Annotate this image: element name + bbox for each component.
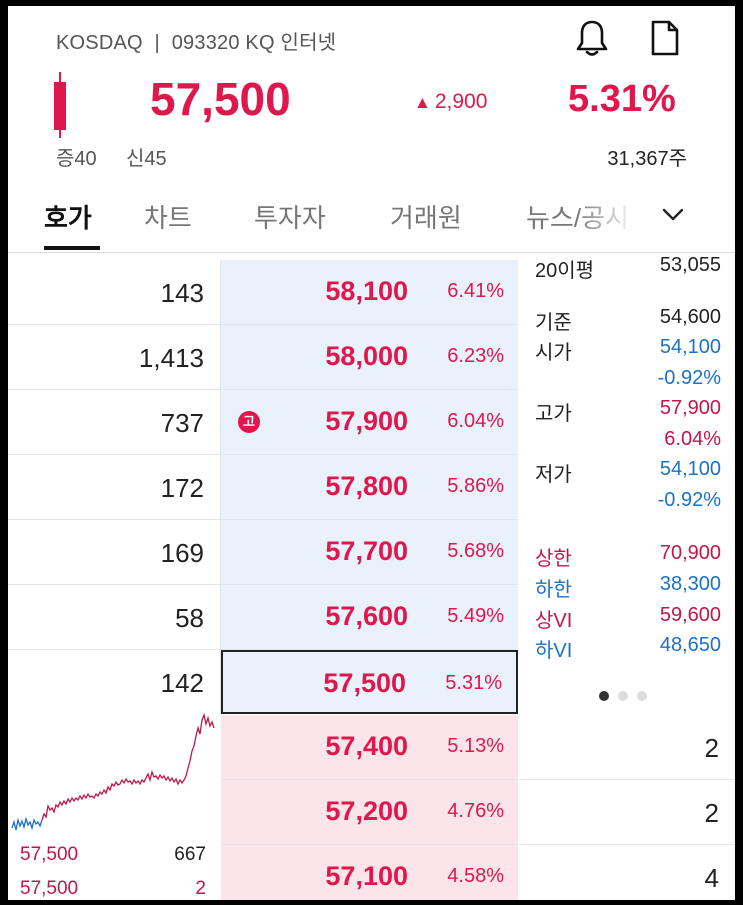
ask-quantity: 142 <box>160 668 204 698</box>
stock-name: 인터넷 <box>280 32 337 54</box>
ask-row[interactable]: 737 고 57,900 6.04% <box>8 390 735 455</box>
margin-rate: 증40 <box>56 148 97 170</box>
open-value: 54,100 <box>659 336 721 358</box>
ask-quantity: 1,413 <box>138 343 204 373</box>
ask-rate: 5.86% <box>447 475 504 497</box>
bid-row[interactable]: 57,400 5.13% 2 <box>8 715 735 780</box>
ask-quantity: 58 <box>175 603 204 633</box>
bid-rate: 4.76% <box>447 800 504 822</box>
bid-quantity: 4 <box>704 863 719 893</box>
ask-price: 57,700 <box>325 536 408 566</box>
change-rate: 5.31% <box>568 78 676 120</box>
bid-price: 57,200 <box>325 796 408 826</box>
stock-code: 093320 KQ <box>171 32 275 54</box>
bid-rate: 5.13% <box>447 735 504 757</box>
high-price-badge-icon: 고 <box>238 411 260 433</box>
ask-price: 58,000 <box>325 341 408 371</box>
lower-vi-value: 48,650 <box>659 634 721 656</box>
trade-volume: 31,367주 <box>607 148 687 170</box>
page-dot[interactable] <box>637 691 647 701</box>
tab-broker[interactable]: 거래원 <box>390 203 462 233</box>
ask-row[interactable]: 143 58,100 6.41% <box>8 260 735 325</box>
ask-rate: 5.68% <box>447 540 504 562</box>
price-info-panel[interactable]: 20이평 53,055 기준 54,600 시가 54,100 -0.92% 고… <box>519 254 735 710</box>
lower-limit-value: 38,300 <box>659 573 721 595</box>
ask-row[interactable]: 1,413 58,000 6.23% <box>8 325 735 390</box>
page-dot[interactable] <box>618 691 628 701</box>
ask-quantity: 737 <box>160 408 204 438</box>
ask-rate: 6.23% <box>447 345 504 367</box>
high-value: 57,900 <box>659 397 721 419</box>
ask-row[interactable]: 58 57,600 5.49% <box>8 585 735 650</box>
open-rate: -0.92% <box>657 367 721 389</box>
bid-price: 57,100 <box>325 861 408 891</box>
credit-rate: 신45 <box>126 148 167 170</box>
bid-row[interactable]: 57,200 4.76% 2 <box>8 780 735 845</box>
page-indicator[interactable] <box>599 684 656 707</box>
intraday-mini-chart: 57,500 667 57,500 2 <box>8 706 220 900</box>
open-label: 시가 <box>535 342 572 364</box>
bid-row[interactable]: 57,100 4.58% 4 <box>8 845 735 900</box>
document-icon[interactable] <box>648 18 682 58</box>
ask-price: 57,600 <box>325 601 408 631</box>
price-change-value: 2,900 <box>434 90 488 113</box>
tab-orderbook[interactable]: 호가 <box>44 203 92 233</box>
app-screen: KOSDAQ | 093320 KQ 인터넷 57,500 ▲ 2,900 5.3… <box>8 6 735 900</box>
tab-bar: 호가 차트 투자자 거래원 뉴스/공시 <box>8 186 735 253</box>
ask-row[interactable]: 172 57,800 5.86% <box>8 455 735 520</box>
active-tab-indicator <box>44 246 100 250</box>
tab-investor[interactable]: 투자자 <box>254 203 326 233</box>
base-value: 54,600 <box>659 306 721 328</box>
stock-header: KOSDAQ | 093320 KQ 인터넷 <box>56 26 336 55</box>
intraday-sparkline <box>11 712 215 831</box>
bell-icon[interactable] <box>574 18 610 58</box>
bid-price: 57,400 <box>325 731 408 761</box>
high-label: 고가 <box>535 403 572 425</box>
bid-quantity: 2 <box>704 733 719 763</box>
trade-quantity: 2 <box>195 878 206 899</box>
ask-rate: 6.04% <box>447 410 504 432</box>
header-separator: | <box>154 32 160 54</box>
lower-limit-label: 하한 <box>535 579 572 601</box>
page-dot-active[interactable] <box>599 691 609 701</box>
upper-limit-label: 상한 <box>535 548 572 570</box>
tab-fade <box>576 186 636 252</box>
chevron-down-icon[interactable] <box>660 202 686 228</box>
upper-vi-label: 상VI <box>535 610 573 632</box>
current-price: 57,500 <box>150 73 291 125</box>
ask-price: 57,800 <box>325 471 408 501</box>
ask-price: 57,900 <box>325 406 408 436</box>
low-value: 54,100 <box>659 458 721 480</box>
ask-row[interactable]: 169 57,700 5.68% <box>8 520 735 585</box>
ask-rate: 6.41% <box>447 280 504 302</box>
ma20-value: 53,055 <box>659 254 721 276</box>
low-rate: -0.92% <box>657 489 721 511</box>
ask-quantity: 169 <box>160 538 204 568</box>
candle-icon <box>54 72 66 138</box>
trade-quantity: 667 <box>174 844 206 865</box>
ask-quantity: 143 <box>160 278 204 308</box>
trade-price: 57,500 <box>20 844 79 865</box>
ask-price: 57,500 <box>323 668 406 698</box>
market-label: KOSDAQ <box>56 32 143 54</box>
ask-row-current[interactable]: 142 57,500 5.31% <box>8 650 735 715</box>
ask-quantity: 172 <box>160 473 204 503</box>
upper-vi-value: 59,600 <box>659 604 721 626</box>
base-label: 기준 <box>535 312 572 334</box>
bid-rate: 4.58% <box>447 865 504 887</box>
tab-chart[interactable]: 차트 <box>144 203 192 233</box>
ma20-label: 20이평 <box>535 260 595 282</box>
ask-price: 58,100 <box>325 276 408 306</box>
ask-rate: 5.49% <box>447 605 504 627</box>
up-triangle-icon: ▲ <box>414 93 431 112</box>
price-change: ▲ 2,900 <box>414 90 487 114</box>
low-label: 저가 <box>535 464 572 486</box>
bid-quantity: 2 <box>704 798 719 828</box>
ask-rate: 5.31% <box>445 672 502 694</box>
lower-vi-label: 하VI <box>535 640 573 662</box>
upper-limit-value: 70,900 <box>659 542 721 564</box>
orderbook: 143 58,100 6.41% 1,413 58,000 6.23% 737 고 … <box>8 254 735 900</box>
trade-price: 57,500 <box>20 878 79 899</box>
high-rate: 6.04% <box>664 428 721 450</box>
